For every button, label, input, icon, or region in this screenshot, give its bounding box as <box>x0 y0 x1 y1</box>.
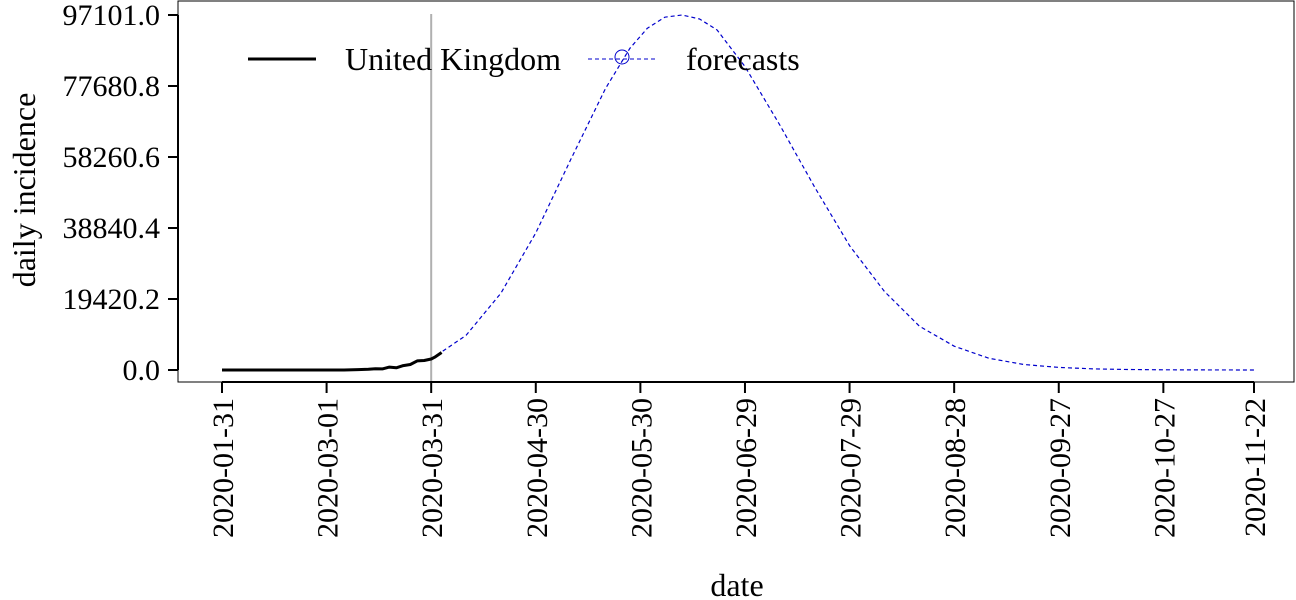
x-tick-label: 2020-11-22 <box>1239 398 1272 537</box>
x-axis: 2020-01-31 2020-03-01 2020-03-31 2020-04-30… <box>207 381 1272 538</box>
y-tick-label: 77680.8 <box>63 70 161 103</box>
y-axis: 0.0 19420.2 38840.4 58260.6 77680.8 97101.0 <box>63 0 179 387</box>
legend-label-united-kingdom: United Kingdom <box>345 41 561 77</box>
series-line-united-kingdom <box>222 351 443 372</box>
x-tick-label: 2020-04-30 <box>521 398 554 538</box>
x-tick-label: 2020-03-01 <box>312 398 345 538</box>
series-layer <box>222 14 1255 372</box>
x-tick-label: 2020-01-31 <box>207 398 240 538</box>
y-axis-title: daily incidence <box>6 93 42 288</box>
series-line-forecasts <box>430 14 1255 371</box>
x-tick-label: 2020-06-29 <box>730 398 763 538</box>
x-tick-label: 2020-05-30 <box>625 398 658 538</box>
legend-label-forecasts: forecasts <box>686 41 800 77</box>
y-tick-label: 58260.6 <box>63 141 161 174</box>
y-tick-label: 0.0 <box>123 354 161 387</box>
x-tick-label: 2020-09-27 <box>1044 398 1077 538</box>
y-tick-label: 97101.0 <box>63 0 161 32</box>
x-tick-label: 2020-03-31 <box>416 398 449 538</box>
x-tick-label: 2020-08-28 <box>939 398 972 538</box>
legend: United Kingdom forecasts <box>248 41 800 77</box>
legend-marker-forecasts <box>614 49 630 65</box>
x-axis-title: date <box>710 567 763 600</box>
y-tick-label: 38840.4 <box>63 212 161 245</box>
x-tick-label: 2020-07-29 <box>835 398 868 538</box>
y-tick-label: 19420.2 <box>63 283 161 316</box>
x-tick-label: 2020-10-27 <box>1148 398 1181 538</box>
